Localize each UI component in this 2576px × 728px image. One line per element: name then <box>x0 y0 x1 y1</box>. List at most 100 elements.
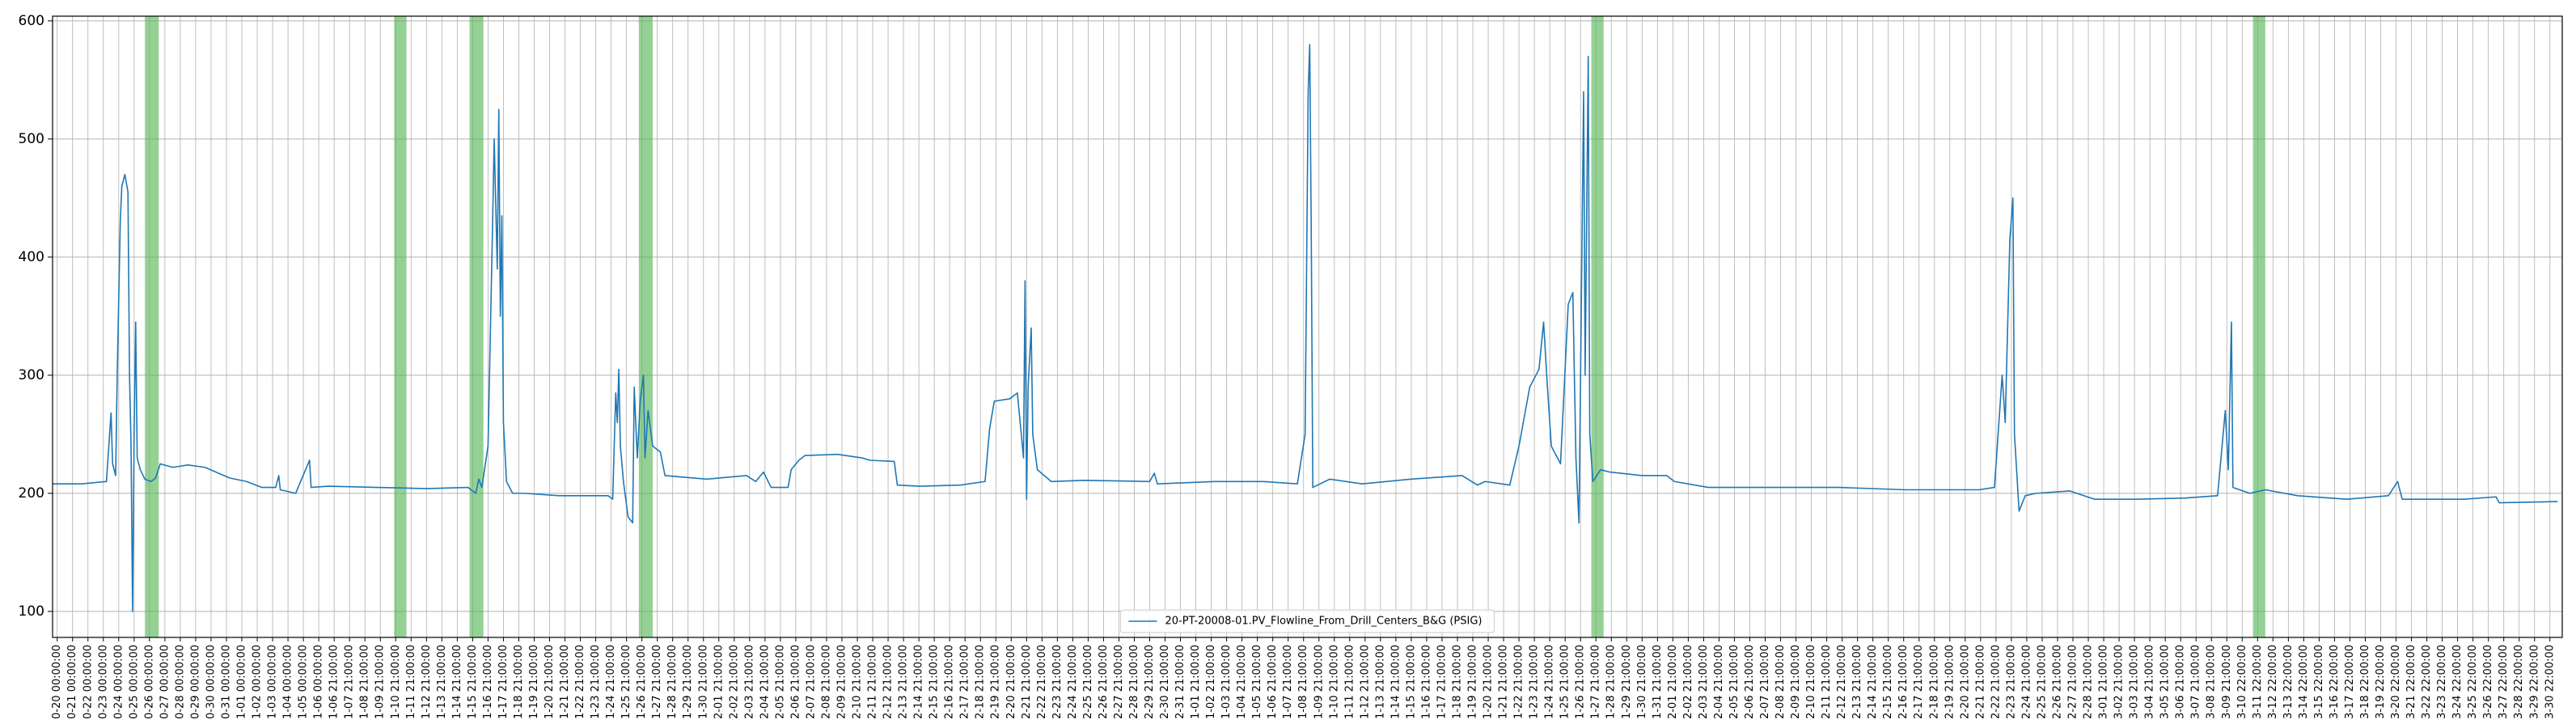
y-tick-label: 500 <box>19 131 44 147</box>
x-tick-label: 2-07 21:00:00 <box>1759 645 1771 719</box>
x-tick-label: 0-20 00:00:00 <box>51 645 63 719</box>
highlight-span <box>1591 16 1604 637</box>
x-tick-label: 1-10 21:00:00 <box>390 645 402 719</box>
x-tick-label: 1-30 21:00:00 <box>1636 645 1648 719</box>
x-tick-label: 0-24 00:00:00 <box>112 645 125 719</box>
x-tick-label: 2-24 21:00:00 <box>1067 645 1079 719</box>
x-tick-label: 3-22 22:00:00 <box>2421 645 2433 719</box>
x-tick-label: 1-17 21:00:00 <box>1436 645 1448 719</box>
x-tick-label: 1-15 21:00:00 <box>1405 645 1417 719</box>
x-tick-label: 2-03 21:00:00 <box>1698 645 1710 719</box>
x-tick-label: 3-26 22:00:00 <box>2482 645 2494 719</box>
x-tick-label: 2-13 21:00:00 <box>1851 645 1863 719</box>
x-tick-label: 2-06 21:00:00 <box>1744 645 1756 719</box>
highlight-span <box>469 16 484 637</box>
highlight-span <box>394 16 407 637</box>
x-tick-label: 3-23 22:00:00 <box>2436 645 2448 719</box>
x-tick-label: 1-14 21:00:00 <box>451 645 463 719</box>
x-tick-label: 3-06 21:00:00 <box>2175 645 2187 719</box>
x-tick-label: 0-25 00:00:00 <box>128 645 140 719</box>
x-tick-label: 3-07 21:00:00 <box>2190 645 2202 719</box>
x-tick-label: 1-06 21:00:00 <box>1267 645 1279 719</box>
x-tick-label: 3-10 22:00:00 <box>2236 645 2248 719</box>
x-tick-label: 1-16 21:00:00 <box>482 645 494 719</box>
x-tick-label: 1-21 21:00:00 <box>1498 645 1510 719</box>
x-tick-label: 2-26 21:00:00 <box>2051 645 2063 719</box>
x-tick-label: 2-24 21:00:00 <box>2020 645 2032 719</box>
x-tick-label: 2-06 21:00:00 <box>789 645 802 719</box>
x-tick-label: 1-13 21:00:00 <box>436 645 448 719</box>
x-tick-label: 2-04 21:00:00 <box>1713 645 1725 719</box>
x-tick-label: 1-25 21:00:00 <box>1559 645 1571 719</box>
x-tick-label: 1-06 00:00:00 <box>313 645 325 719</box>
x-tick-label: 1-14 21:00:00 <box>1390 645 1402 719</box>
x-tick-label: 2-18 21:00:00 <box>1928 645 1940 719</box>
y-tick-label: 400 <box>19 249 44 265</box>
x-tick-label: 2-31 21:00:00 <box>1174 645 1186 719</box>
x-tick-label: 2-28 21:00:00 <box>1128 645 1140 719</box>
x-tick-label: 1-25 21:00:00 <box>620 645 632 719</box>
x-tick-label: 1-07 21:00:00 <box>344 645 356 719</box>
x-tick-label: 3-02 21:00:00 <box>2113 645 2126 719</box>
x-tick-label: 3-09 21:00:00 <box>2221 645 2233 719</box>
x-tick-label: 1-24 21:00:00 <box>1544 645 1556 719</box>
x-tick-label: 2-09 21:00:00 <box>835 645 848 719</box>
x-tick-label: 2-10 21:00:00 <box>852 645 864 719</box>
x-tick-label: 1-13 21:00:00 <box>1374 645 1386 719</box>
x-tick-label: 1-26 21:00:00 <box>636 645 648 719</box>
x-tick-label: 1-31 21:00:00 <box>1652 645 1664 719</box>
x-tick-label: 0-28 00:00:00 <box>174 645 186 719</box>
highlight-span <box>2252 16 2265 637</box>
x-tick-label: 1-28 21:00:00 <box>1605 645 1618 719</box>
x-tick-label: 1-04 00:00:00 <box>282 645 294 719</box>
x-tick-label: 1-29 21:00:00 <box>682 645 694 719</box>
x-tick-label: 2-05 21:00:00 <box>774 645 786 719</box>
x-tick-label: 1-05 21:00:00 <box>1251 645 1263 719</box>
x-tick-label: 2-25 21:00:00 <box>1082 645 1094 719</box>
x-tick-label: 1-20 21:00:00 <box>1483 645 1495 719</box>
x-tick-label: 3-12 22:00:00 <box>2267 645 2279 719</box>
x-tick-label: 1-21 21:00:00 <box>559 645 571 719</box>
x-tick-label: 2-15 21:00:00 <box>1882 645 1894 719</box>
x-tick-label: 2-12 21:00:00 <box>1836 645 1848 719</box>
x-tick-label: 2-30 21:00:00 <box>1159 645 1171 719</box>
x-tick-label: 2-29 21:00:00 <box>1144 645 1156 719</box>
x-tick-label: 1-27 21:00:00 <box>651 645 663 719</box>
x-tick-label: 2-18 21:00:00 <box>975 645 987 719</box>
highlight-span <box>145 16 159 637</box>
legend-label: 20-PT-20008-01.PV_Flowline_From_Drill_Ce… <box>1165 616 1483 628</box>
x-tick-label: 1-20 21:00:00 <box>544 645 556 719</box>
x-tick-label: 1-28 21:00:00 <box>666 645 679 719</box>
x-tick-label: 1-23 21:00:00 <box>1529 645 1541 719</box>
x-tick-label: 2-01 21:00:00 <box>1667 645 1679 719</box>
x-tick-label: 3-18 22:00:00 <box>2359 645 2371 719</box>
x-tick-label: 3-25 22:00:00 <box>2467 645 2479 719</box>
x-tick-label: 1-11 21:00:00 <box>1343 645 1356 719</box>
x-tick-label: 2-19 21:00:00 <box>990 645 1002 719</box>
x-tick-label: 2-13 21:00:00 <box>898 645 910 719</box>
plot-frame <box>52 15 2563 638</box>
x-tick-label: 3-21 22:00:00 <box>2405 645 2417 719</box>
x-tick-label: 1-23 21:00:00 <box>590 645 602 719</box>
x-tick-label: 0-23 00:00:00 <box>97 645 109 719</box>
x-tick-label: 1-29 21:00:00 <box>1621 645 1633 719</box>
x-tick-label: 1-12 21:00:00 <box>421 645 433 719</box>
x-tick-label: 2-11 21:00:00 <box>867 645 879 719</box>
x-tick-label: 3-08 21:00:00 <box>2206 645 2218 719</box>
x-tick-label: 3-15 22:00:00 <box>2313 645 2325 719</box>
x-tick-label: 2-03 21:00:00 <box>743 645 755 719</box>
highlight-span <box>638 16 653 637</box>
x-tick-label: 2-27 21:00:00 <box>2067 645 2079 719</box>
x-tick-label: 2-20 21:00:00 <box>1959 645 1971 719</box>
x-tick-label: 0-30 00:00:00 <box>205 645 217 719</box>
x-tick-label: 3-16 22:00:00 <box>2329 645 2341 719</box>
x-tick-label: 1-17 21:00:00 <box>497 645 510 719</box>
x-tick-label: 2-01 21:00:00 <box>713 645 725 719</box>
x-tick-label: 2-02 21:00:00 <box>1682 645 1694 719</box>
x-tick-label: 2-21 21:00:00 <box>1021 645 1033 719</box>
x-tick-label: 2-07 21:00:00 <box>805 645 817 719</box>
x-tick-label: 0-29 00:00:00 <box>189 645 201 719</box>
x-tick-label: 2-26 21:00:00 <box>1098 645 1110 719</box>
x-tick-label: 3-05 21:00:00 <box>2159 645 2172 719</box>
